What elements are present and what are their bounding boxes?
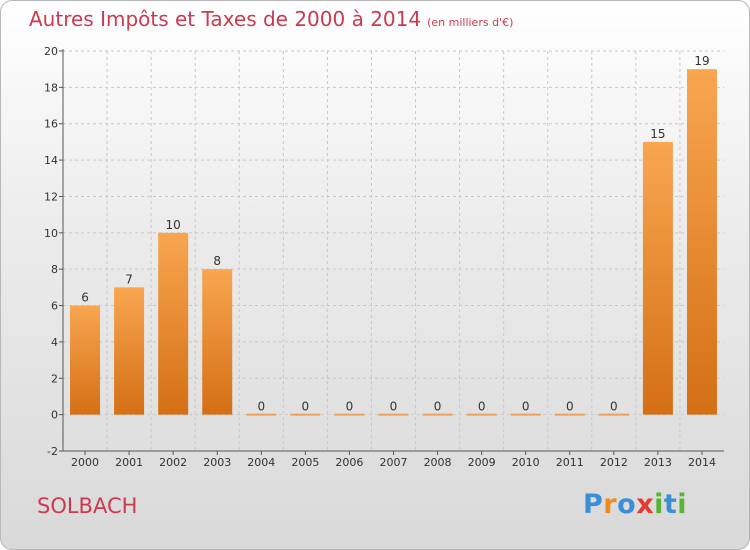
bar xyxy=(70,305,101,415)
data-label: 7 xyxy=(125,272,133,286)
data-label: 19 xyxy=(694,54,709,68)
data-label: 15 xyxy=(650,127,665,141)
x-tick-label: 2008 xyxy=(424,456,452,469)
y-tick-label: 2 xyxy=(51,372,58,385)
bar xyxy=(510,413,541,416)
y-tick-label: 20 xyxy=(44,45,58,58)
bar xyxy=(598,413,629,416)
bar-chart: -2 0 2 4 6 8 10 12 14 16 18 20 2000 2001 2002 2003 2004 2… xyxy=(44,45,724,469)
y-tick-label: 8 xyxy=(51,263,58,276)
bar xyxy=(686,69,717,415)
logo-letter: i xyxy=(677,489,688,520)
logo-letter: t xyxy=(663,489,678,520)
bar xyxy=(642,141,673,415)
y-tick-label: 6 xyxy=(51,300,58,313)
data-label: 0 xyxy=(390,400,398,414)
x-tick-label: 2001 xyxy=(115,456,143,469)
x-tick-label: 2005 xyxy=(291,456,319,469)
x-tick-label: 2007 xyxy=(380,456,408,469)
x-tick-label: 2010 xyxy=(512,456,540,469)
chart-subtitle: (en milliers d'€) xyxy=(427,16,514,29)
data-label: 6 xyxy=(81,291,89,305)
data-label: 0 xyxy=(522,400,530,414)
data-label: 8 xyxy=(213,254,221,268)
data-label: 0 xyxy=(346,400,354,414)
bar xyxy=(202,269,233,415)
bar xyxy=(554,413,585,416)
data-label: 0 xyxy=(566,400,574,414)
y-tick-label: 0 xyxy=(51,409,58,422)
y-tick-label: -2 xyxy=(47,445,58,458)
x-tick-label: 2014 xyxy=(688,456,716,469)
y-tick-label: 4 xyxy=(51,336,58,349)
bar xyxy=(378,413,409,416)
bar xyxy=(114,287,145,415)
data-label: 0 xyxy=(257,400,265,414)
data-label: 0 xyxy=(302,400,310,414)
x-tick-label: 2000 xyxy=(71,456,99,469)
x-tick-label: 2002 xyxy=(159,456,187,469)
chart-title: Autres Impôts et Taxes de 2000 à 2014 (en… xyxy=(29,7,513,31)
x-tick-label: 2012 xyxy=(600,456,628,469)
y-tick-label: 16 xyxy=(44,118,58,131)
bar xyxy=(422,413,453,416)
logo-letter: o xyxy=(617,489,637,520)
x-tick-label: 2003 xyxy=(203,456,231,469)
x-tick-label: 2004 xyxy=(247,456,275,469)
bar xyxy=(158,232,189,415)
logo-letter: x xyxy=(636,489,655,520)
axes: -2 0 2 4 6 8 10 12 14 16 18 20 2000 2001 2002 2003 2004 2… xyxy=(44,45,724,469)
data-label: 0 xyxy=(478,400,486,414)
logo-letter: r xyxy=(603,489,618,520)
y-tick-label: 10 xyxy=(44,227,58,240)
bars xyxy=(70,69,717,416)
commune-name: SOLBACH xyxy=(37,494,138,518)
x-tick-label: 2013 xyxy=(644,456,672,469)
bar xyxy=(334,413,365,416)
x-tick-label: 2011 xyxy=(556,456,584,469)
y-tick-label: 14 xyxy=(44,154,58,167)
bar xyxy=(246,413,277,416)
x-tick-label: 2009 xyxy=(468,456,496,469)
data-label: 0 xyxy=(610,400,618,414)
bar xyxy=(290,413,321,416)
title-text: Autres Impôts et Taxes de 2000 à 2014 xyxy=(29,7,422,31)
data-labels: 6 7 10 8 0 0 0 0 0 0 0 0 0 15 19 xyxy=(81,54,709,413)
data-label: 10 xyxy=(166,218,181,232)
x-tick-label: 2006 xyxy=(335,456,363,469)
y-tick-label: 18 xyxy=(44,81,58,94)
bar xyxy=(466,413,497,416)
proxiti-logo[interactable]: Proxiti xyxy=(583,489,687,520)
logo-letter: i xyxy=(654,489,664,520)
logo-letter: P xyxy=(583,489,604,520)
data-label: 0 xyxy=(434,400,442,414)
y-tick-label: 12 xyxy=(44,190,58,203)
